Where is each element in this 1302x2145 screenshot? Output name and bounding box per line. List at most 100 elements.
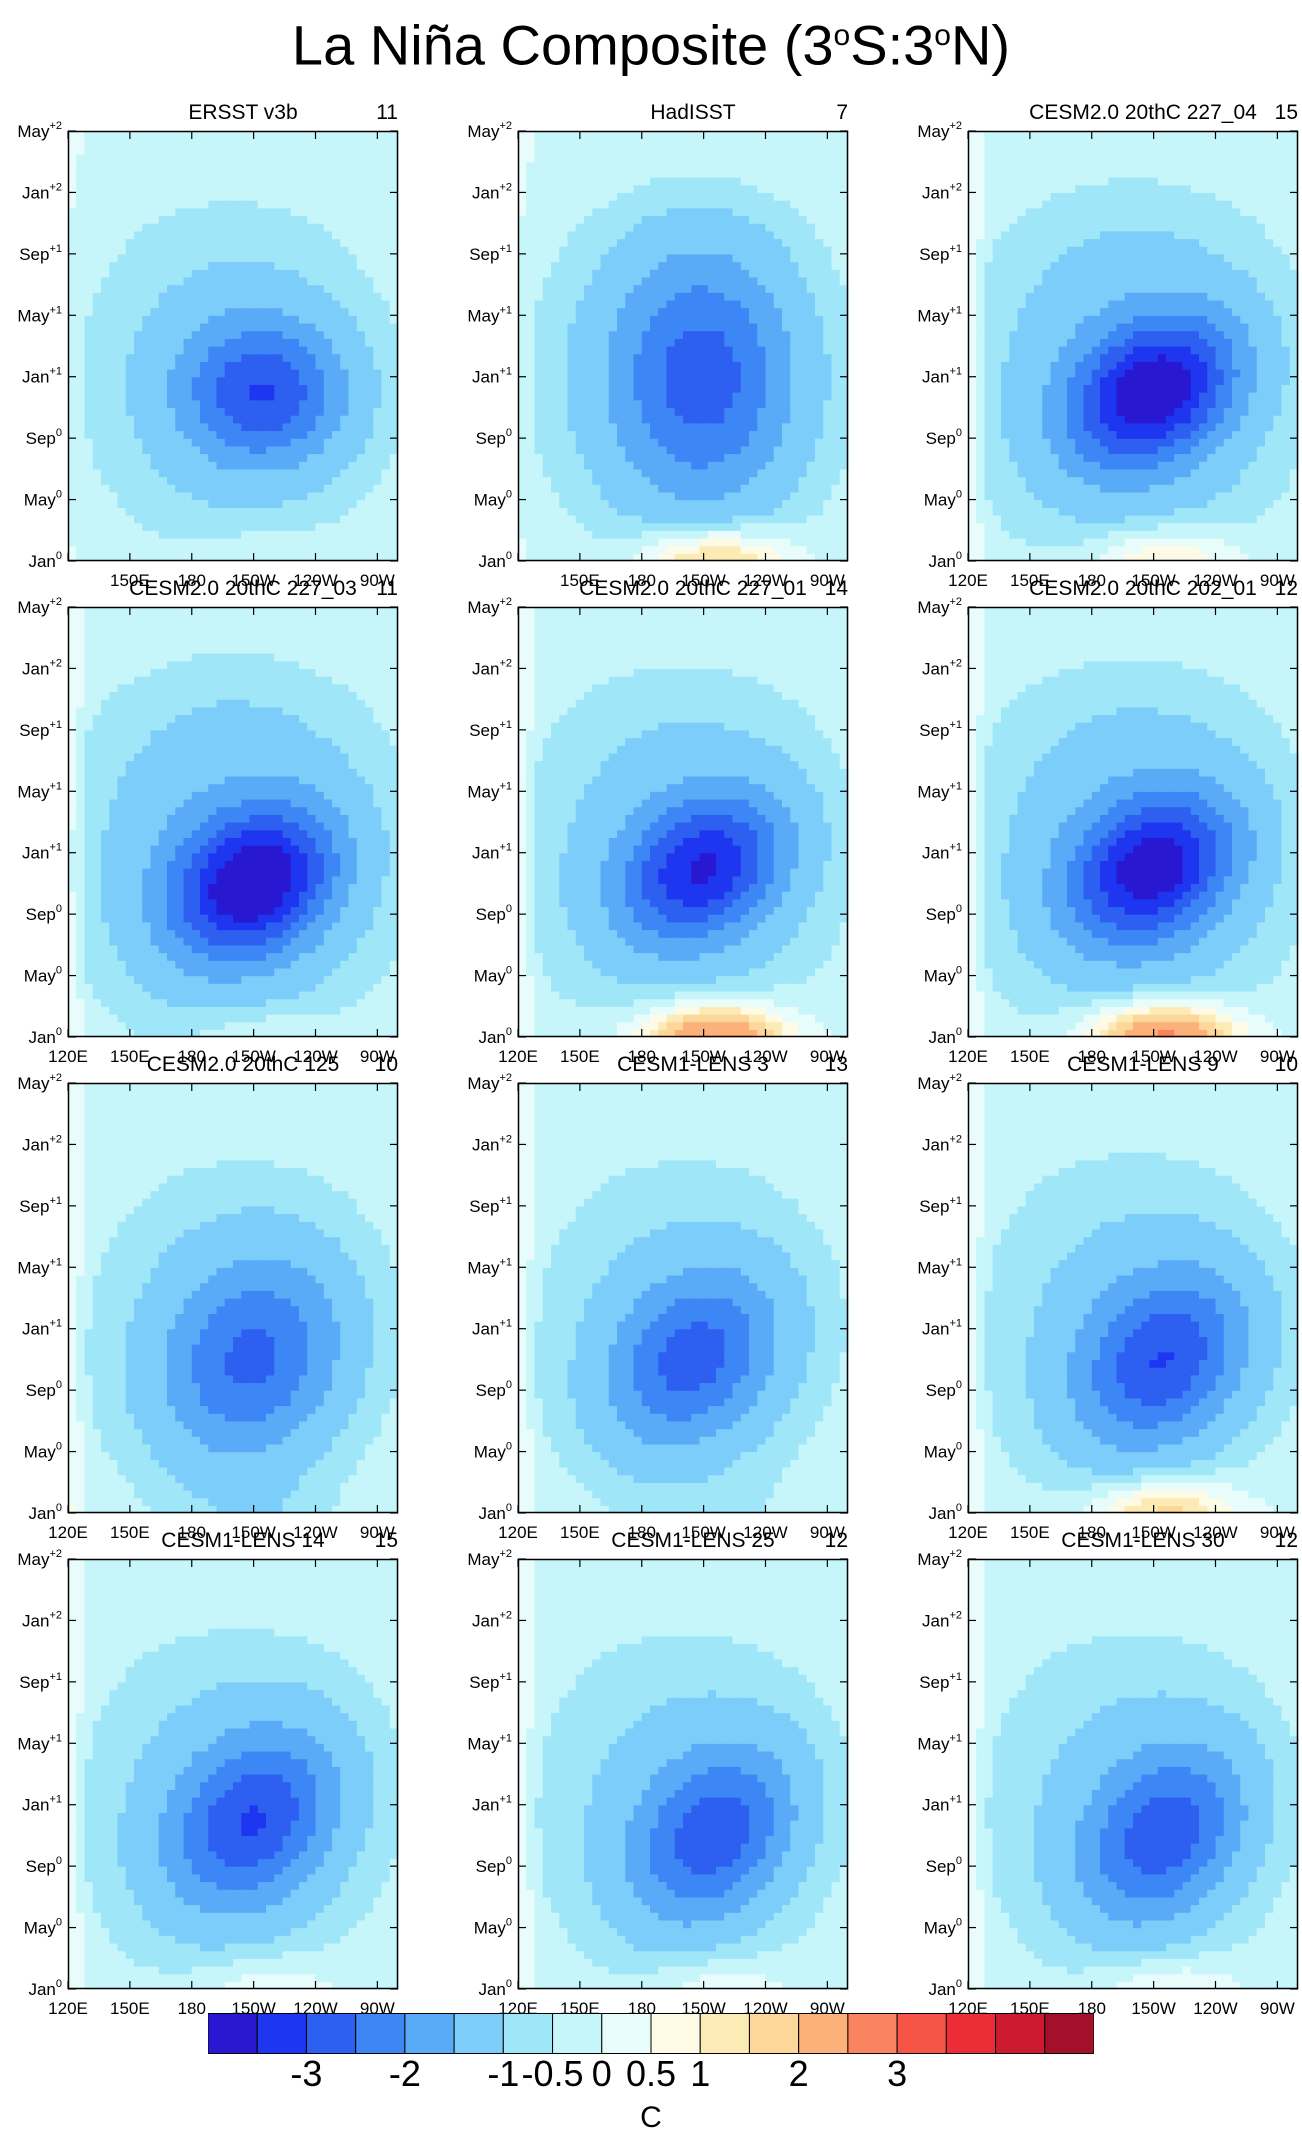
heatmap-cell [674,376,684,385]
heatmap-cell [691,361,701,370]
heatmap-cell [200,545,209,554]
heatmap-cell [307,161,317,170]
heatmap-cell [332,476,341,485]
heatmap-cell [249,545,259,554]
heatmap-cell [666,476,676,485]
heatmap-cell [600,514,610,524]
heatmap-cell [707,507,717,516]
heatmap-cell [315,422,325,432]
heatmap-cell [340,230,350,240]
heatmap-cell [757,307,767,316]
heatmap-cell [534,545,544,554]
heatmap-cell [84,230,94,240]
heatmap-cell [142,230,152,240]
heatmap-cell [224,453,234,462]
heatmap-cell [968,215,977,224]
heatmap-cell [823,269,833,278]
heatmap-cell [233,545,242,554]
heatmap-cell [208,338,218,347]
heatmap-cell [600,537,610,547]
heatmap-cell [716,407,725,416]
heatmap-cell [976,161,986,170]
heatmap-cell [625,545,635,554]
heatmap-cell [109,230,119,240]
heatmap-cell [798,392,808,401]
heatmap-cell [290,292,300,301]
heatmap-cell [76,499,86,508]
heatmap-cell [691,338,701,347]
heatmap-cell [282,399,292,409]
heatmap-cell [584,200,593,209]
heatmap-cell [389,438,399,447]
heatmap-cell [340,146,350,155]
heatmap-cell [839,461,849,470]
heatmap-cell [575,430,585,439]
heatmap-cell [282,223,292,232]
heatmap-cell [968,553,977,562]
heatmap-cell [216,553,226,562]
heatmap-cell [641,461,651,470]
heatmap-cell [658,346,668,355]
heatmap-cell [584,438,593,447]
heatmap-cell [307,445,317,455]
heatmap-cell [332,223,341,232]
heatmap-cell [282,299,292,309]
heatmap-cell [691,346,701,355]
heatmap-cell [740,545,750,554]
heatmap-cell [125,322,135,332]
heatmap-cell [365,499,374,508]
heatmap-cell [633,537,643,547]
heatmap-cell [125,146,135,155]
heatmap-cell [348,169,358,178]
heatmap-cell [650,484,659,493]
heatmap-cell [584,315,593,324]
heatmap-cell [373,223,383,232]
heatmap-cell [175,138,185,147]
heatmap-cell [584,207,593,217]
heatmap-cell [315,369,325,378]
heatmap-cell [332,169,341,178]
heatmap-cell [158,399,168,409]
heatmap-cell [633,253,643,263]
heatmap-cell [117,330,127,339]
heatmap-cell [299,338,308,347]
heatmap-cell [831,223,841,232]
heatmap-cell [158,269,168,278]
heatmap-cell [125,184,135,194]
heatmap-cell [381,430,391,439]
heatmap-cell [650,200,659,209]
heatmap-cell [716,269,725,278]
heatmap-cell [526,322,536,332]
heatmap-cell [68,484,77,493]
heatmap-cell [658,161,668,170]
heatmap-cell [976,392,986,401]
heatmap-cell [650,453,659,462]
heatmap-cell [117,261,127,270]
heatmap-cell [373,530,383,539]
heatmap-cell [134,200,143,209]
heatmap-cell [1017,184,1027,194]
heatmap-cell [592,284,602,293]
heatmap-cell [389,369,399,378]
heatmap-cell [773,376,783,385]
heatmap-cell [724,545,734,554]
heatmap-cell [707,322,717,332]
heatmap-cell [208,453,218,462]
heatmap-cell [332,261,341,270]
heatmap-cell [76,545,86,554]
heatmap-cell [365,253,374,263]
heatmap-cell [175,438,185,447]
heatmap-cell [984,499,994,508]
heatmap-cell [551,476,560,485]
heatmap-cell [200,507,209,516]
heatmap-cell [740,322,750,332]
heatmap-cell [839,430,849,439]
heatmap-cell [356,430,366,439]
heatmap-cell [266,215,275,224]
heatmap-cell [216,522,226,531]
heatmap-cell [526,453,536,462]
heatmap-cell [650,430,659,439]
heatmap-cell [340,461,350,470]
heatmap-cell [526,514,536,524]
heatmap-cell [749,200,758,209]
